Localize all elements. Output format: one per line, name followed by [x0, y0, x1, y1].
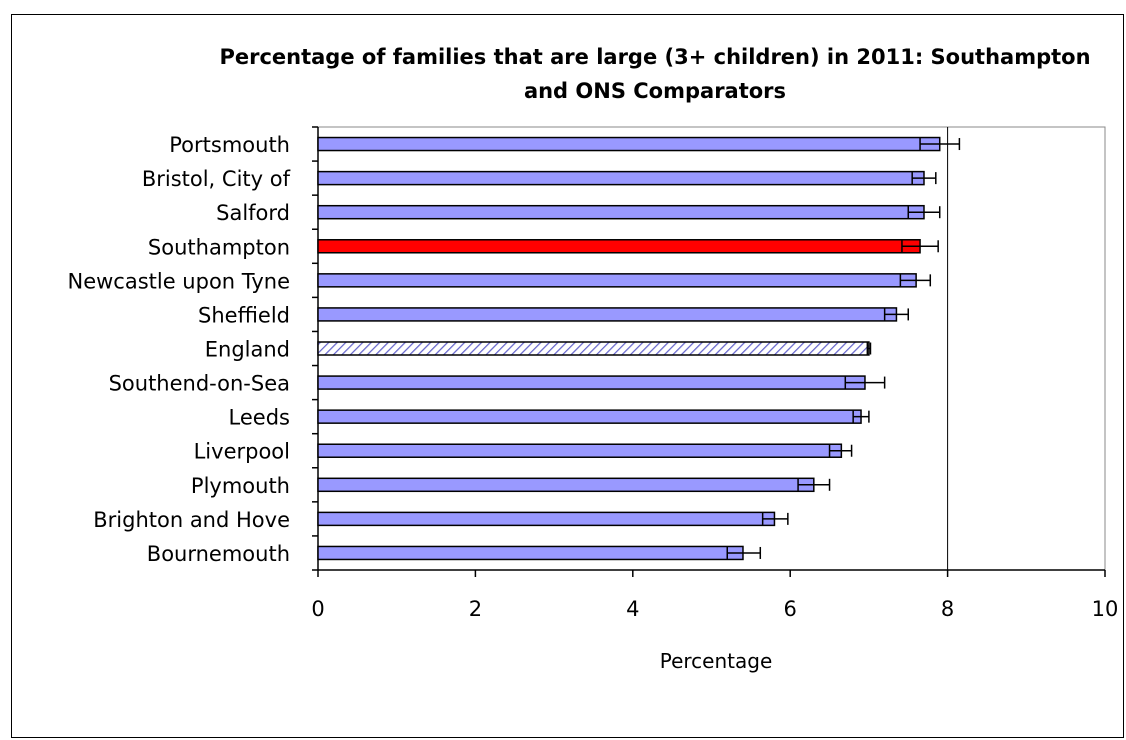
- category-label-portsmouth: Portsmouth: [169, 133, 290, 157]
- x-tick-label: 8: [941, 597, 954, 621]
- bar-bristol-city-of: [318, 172, 924, 185]
- bar-liverpool: [318, 444, 841, 457]
- x-axis-title: Percentage: [660, 649, 773, 673]
- category-label-southampton: Southampton: [148, 235, 290, 259]
- x-tick-label: 0: [311, 597, 324, 621]
- category-label-newcastle-upon-tyne: Newcastle upon Tyne: [67, 269, 290, 293]
- bar-southend-on-sea: [318, 376, 865, 389]
- x-tick-label: 6: [784, 597, 797, 621]
- category-label-plymouth: Plymouth: [191, 474, 290, 498]
- bar-salford: [318, 206, 924, 219]
- bar-sheffield: [318, 308, 896, 321]
- bar-bournemouth: [318, 546, 743, 559]
- x-tick-label: 2: [469, 597, 482, 621]
- bar-newcastle-upon-tyne: [318, 274, 916, 287]
- x-tick-label: 4: [626, 597, 639, 621]
- bar-plymouth: [318, 478, 814, 491]
- bar-leeds: [318, 410, 861, 423]
- category-label-england: England: [205, 338, 290, 362]
- bar-england: [318, 342, 869, 355]
- category-label-southend-on-sea: Southend-on-Sea: [109, 372, 290, 396]
- category-label-salford: Salford: [216, 201, 290, 225]
- category-label-liverpool: Liverpool: [194, 440, 290, 464]
- bar-portsmouth: [318, 138, 940, 151]
- bar-southampton: [318, 240, 920, 253]
- category-label-brighton-and-hove: Brighton and Hove: [93, 508, 290, 532]
- bar-brighton-and-hove: [318, 512, 774, 525]
- x-tick-label: 10: [1092, 597, 1119, 621]
- category-label-bristol-city-of: Bristol, City of: [142, 167, 291, 191]
- category-label-leeds: Leeds: [229, 406, 290, 430]
- category-label-bournemouth: Bournemouth: [147, 542, 290, 566]
- category-label-sheffield: Sheffield: [198, 303, 290, 327]
